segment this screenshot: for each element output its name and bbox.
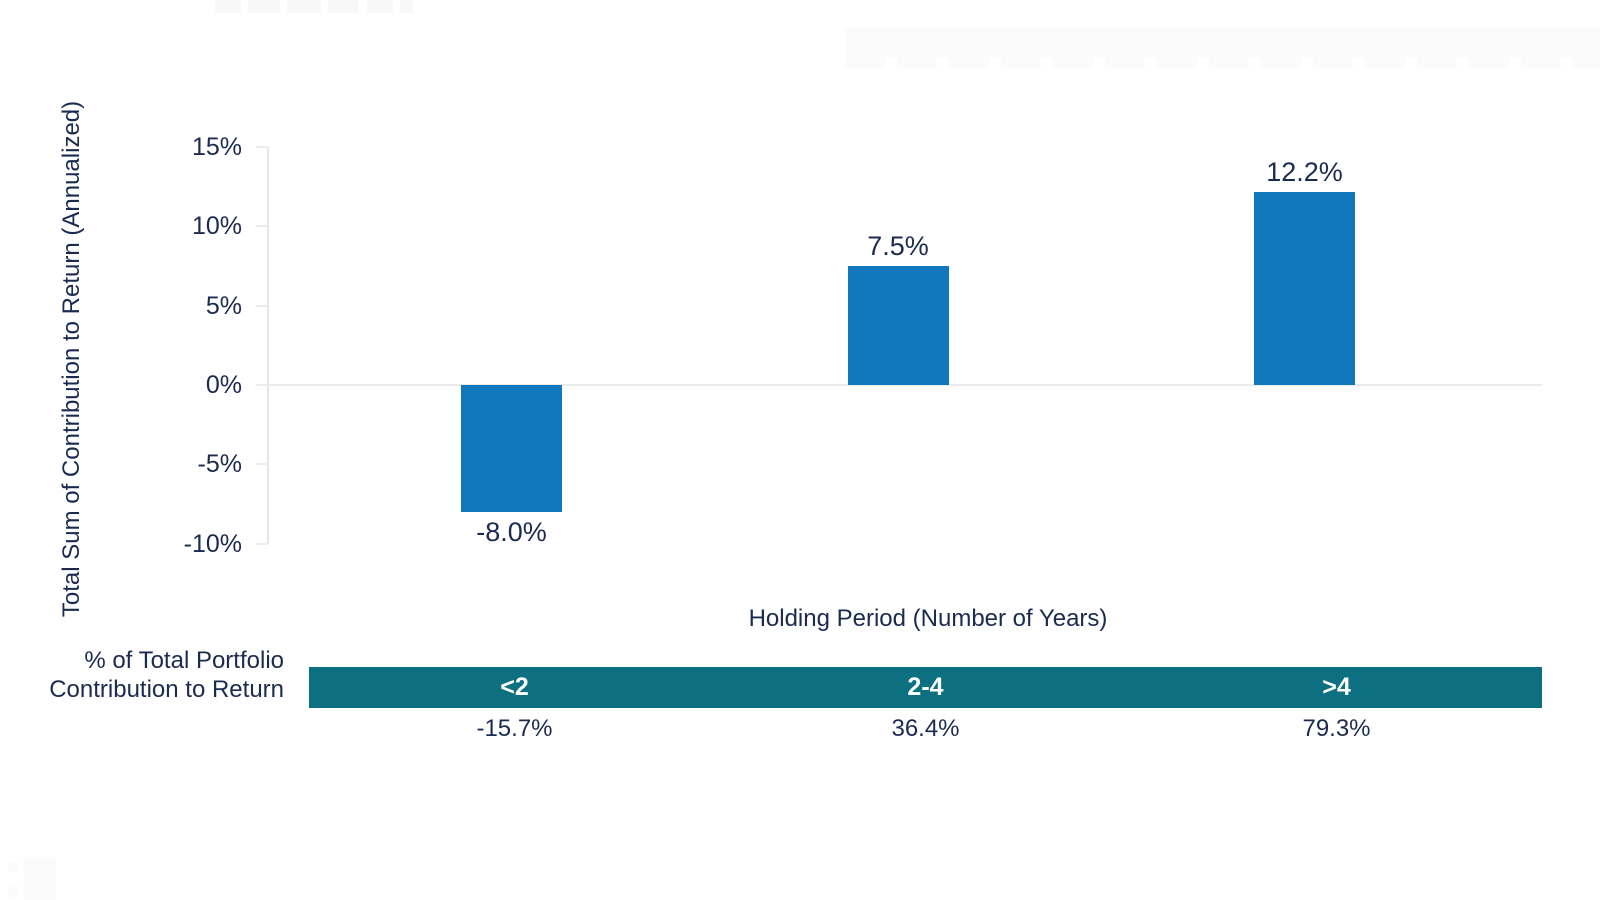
holding-period-cell-<2: <2 (500, 673, 529, 701)
holding-period-band: <2 2-4 >4 (309, 667, 1542, 708)
title-remnant-block (400, 0, 413, 13)
contribution-value: 79.3% (1302, 715, 1371, 742)
bar-<2 (461, 385, 562, 512)
portfolio-contribution-label-line2: Contribution to Return (49, 676, 284, 703)
y-tick-mark (256, 225, 268, 228)
watermark-band-notches (845, 58, 1600, 68)
y-tick-label: 0% (205, 371, 242, 399)
y-tick-mark (256, 542, 268, 545)
bar-value-label: 12.2% (1266, 156, 1343, 187)
title-remnant-block (287, 0, 321, 13)
holding-period-cell-2-4: 2-4 (907, 673, 944, 701)
y-tick-mark (256, 463, 268, 466)
title-remnant-block (367, 0, 393, 13)
y-axis-title: Total Sum of Contribution to Return (Ann… (58, 100, 85, 618)
title-remnant-block (328, 0, 358, 13)
zero-gridline (268, 384, 1542, 386)
y-tick-label: -5% (197, 450, 242, 479)
logo-remnant-small-1 (8, 862, 18, 872)
y-tick-mark (256, 304, 268, 307)
title-remnant-block (248, 0, 280, 13)
bar-2-4 (847, 266, 949, 385)
holding-period-cell->4: >4 (1322, 673, 1351, 701)
title-remnant-block (215, 0, 241, 13)
y-tick-label: 15% (191, 133, 242, 162)
bar->4 (1254, 191, 1355, 385)
y-tick-mark (256, 146, 268, 149)
portfolio-contribution-label-line1: % of Total Portfolio (84, 647, 284, 674)
y-axis-line (267, 147, 269, 544)
y-tick-label: -10% (183, 529, 242, 558)
bar-value-label: -8.0% (476, 516, 547, 547)
x-axis-title: Holding Period (Number of Years) (748, 605, 1108, 632)
y-tick-label: 10% (191, 212, 242, 241)
logo-remnant-small-2 (8, 885, 18, 897)
contribution-value: 36.4% (891, 715, 960, 742)
watermark-band (845, 28, 1600, 58)
y-tick-mark (256, 384, 268, 386)
y-tick-label: 5% (205, 291, 242, 320)
logo-remnant-large (24, 857, 56, 900)
portfolio-contribution-label: % of Total Portfolio Contribution to Ret… (0, 646, 284, 704)
contribution-value: -15.7% (476, 715, 553, 742)
bar-value-label: 7.5% (867, 231, 929, 262)
